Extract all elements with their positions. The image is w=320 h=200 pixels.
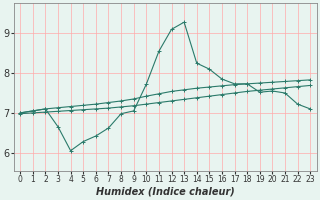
X-axis label: Humidex (Indice chaleur): Humidex (Indice chaleur) [96, 187, 235, 197]
